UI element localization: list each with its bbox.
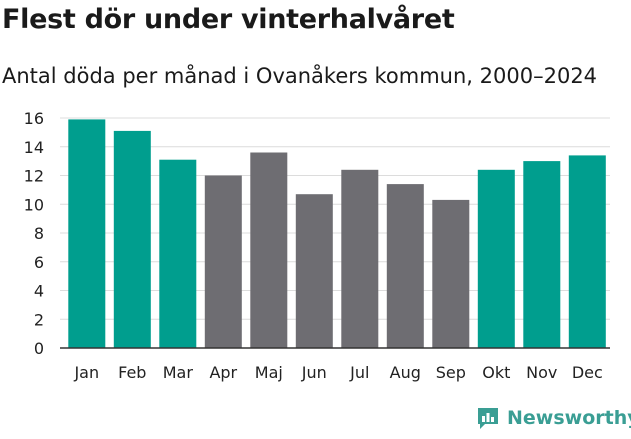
x-tick-label: Jul — [349, 363, 369, 382]
x-tick-label: Jan — [73, 363, 99, 382]
bar-jun — [295, 194, 333, 348]
bar-aug — [386, 184, 424, 348]
x-tick-label: Dec — [572, 363, 603, 382]
bar-jan — [68, 119, 106, 349]
y-tick-label: 16 — [24, 109, 44, 128]
x-tick-label: Sep — [436, 363, 466, 382]
x-tick-label: Mar — [163, 363, 194, 382]
brand-name: Newsworthy — [507, 407, 631, 429]
x-tick-label: Okt — [482, 363, 510, 382]
y-tick-label: 0 — [34, 339, 44, 358]
bar-sep — [432, 199, 470, 348]
bar-dec — [568, 155, 606, 348]
newsworthy-logo-icon — [478, 408, 498, 429]
y-tick-label: 2 — [34, 310, 44, 329]
bar-nov — [523, 161, 561, 348]
y-tick-label: 10 — [24, 195, 44, 214]
bar-okt — [477, 169, 515, 349]
bar-jul — [341, 169, 379, 349]
y-tick-label: 4 — [34, 282, 44, 301]
brand-logo[interactable]: Newsworthy — [475, 405, 631, 431]
bar-mar — [159, 159, 197, 348]
bar-apr — [204, 175, 242, 348]
y-tick-label: 6 — [34, 253, 44, 272]
chart-title: Flest dör under vinterhalvåret — [2, 4, 455, 35]
bar-maj — [250, 152, 288, 348]
chart-subtitle: Antal döda per månad i Ovanåkers kommun,… — [2, 64, 598, 88]
x-tick-label: Maj — [255, 363, 283, 382]
x-tick-label: Nov — [526, 363, 557, 382]
y-tick-label: 8 — [34, 224, 44, 243]
x-tick-label: Jun — [301, 363, 327, 382]
x-tick-label: Feb — [118, 363, 146, 382]
y-tick-label: 12 — [24, 167, 44, 186]
bar-feb — [113, 130, 151, 348]
x-tick-label: Aug — [390, 363, 421, 382]
y-tick-label: 14 — [24, 138, 44, 157]
x-tick-label: Apr — [209, 363, 237, 382]
